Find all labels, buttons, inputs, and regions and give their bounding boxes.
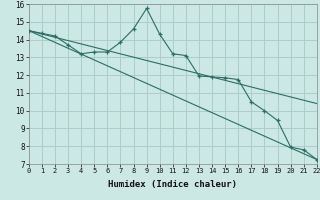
- X-axis label: Humidex (Indice chaleur): Humidex (Indice chaleur): [108, 180, 237, 189]
